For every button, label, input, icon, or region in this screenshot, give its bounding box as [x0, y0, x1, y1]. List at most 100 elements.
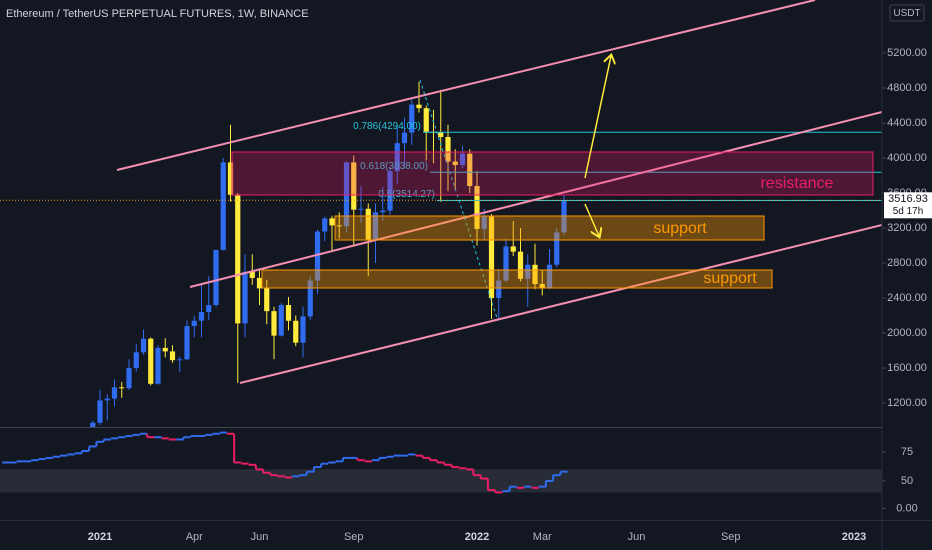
- candle-body: [445, 137, 451, 162]
- fib-label: 0.618(3838.00): [360, 161, 428, 172]
- candle-body: [169, 351, 176, 361]
- candle-body: [184, 326, 190, 360]
- trend-line: [116, 0, 816, 171]
- x-tick-label: 2022: [465, 531, 489, 543]
- arrow: [584, 203, 599, 236]
- y-tick-label: 3200.00: [887, 222, 927, 234]
- candle-body: [242, 271, 248, 324]
- candle-body: [358, 208, 364, 210]
- indicator-band: [0, 469, 882, 493]
- candle-body: [496, 280, 502, 299]
- candle-body: [198, 312, 205, 321]
- candle-body: [401, 132, 408, 144]
- candles: 0.786(4294.00)0.618(3838.00)0.5(3514.27): [0, 81, 882, 427]
- currency-box: [889, 4, 925, 22]
- candle-body: [220, 162, 226, 250]
- candle-body: [126, 368, 132, 389]
- candle-body: [314, 231, 321, 281]
- support-zone: [261, 269, 773, 289]
- indicator: [2, 431, 568, 494]
- candle-body: [104, 398, 110, 401]
- candle-body: [278, 305, 284, 336]
- under-layer: [0, 469, 882, 493]
- x-tick-label: Sep: [344, 531, 364, 543]
- x-tick-label: Apr: [186, 531, 203, 543]
- candle-body: [213, 249, 219, 306]
- x-tick-label: Jun: [628, 531, 646, 543]
- candle-body: [206, 305, 212, 313]
- candle-body: [162, 347, 168, 352]
- candle-body: [329, 218, 335, 226]
- candle-body: [155, 347, 161, 384]
- y-tick-label: 0.00: [896, 502, 917, 514]
- x-tick-label: Jun: [251, 531, 269, 543]
- fib-label: 0.786(4294.00): [353, 121, 421, 132]
- candle-body: [510, 246, 516, 252]
- candle-body: [90, 422, 96, 427]
- candle-body: [517, 251, 524, 279]
- arrow: [584, 56, 611, 179]
- y-tick-label: 4800.00: [887, 82, 927, 94]
- candle-body: [336, 225, 342, 227]
- candle-body: [227, 162, 234, 195]
- over-layer: 1200.00 1600.00 2000.00 2400.00 2800.00 3200.…: [88, 47, 932, 543]
- candle-body: [256, 277, 263, 289]
- candle-body: [249, 271, 255, 278]
- candle-body: [409, 104, 415, 133]
- y-tick-label: 2000.00: [887, 327, 927, 339]
- candle-body: [235, 194, 241, 324]
- support-zone: [334, 215, 765, 241]
- candle-body: [474, 186, 480, 229]
- candle-body: [119, 387, 125, 389]
- countdown: 5d 17h: [893, 206, 924, 217]
- candle-body: [452, 161, 458, 166]
- candle-body: [467, 153, 473, 187]
- y-tick-label: 4000.00: [887, 152, 927, 164]
- candle-body: [459, 153, 466, 166]
- zone-label: support: [703, 270, 757, 287]
- zone-label: resistance: [761, 175, 834, 192]
- chart-title: Ethereum / TetherUS PERPETUAL FUTURES, 1…: [6, 8, 309, 20]
- candle-body: [423, 108, 429, 132]
- y-tick-label: 5200.00: [887, 47, 927, 59]
- candle-body: [97, 400, 103, 423]
- y-tick-label: 4400.00: [887, 117, 927, 129]
- candle-body: [322, 218, 328, 232]
- x-tick-label: Mar: [533, 531, 552, 543]
- candle-body: [387, 171, 393, 211]
- candle-body: [438, 132, 444, 138]
- x-tick-label: 2021: [88, 531, 112, 543]
- trend-line: [239, 224, 882, 384]
- candle-body: [264, 288, 270, 312]
- candle-body: [365, 208, 371, 240]
- candle-body: [140, 338, 147, 353]
- candle-body: [285, 305, 292, 321]
- candle-body: [539, 284, 545, 288]
- candle-body: [546, 264, 553, 288]
- zone-label: support: [653, 220, 707, 237]
- candle-body: [380, 210, 386, 213]
- candle-body: [191, 320, 197, 327]
- x-tick-label: 2023: [842, 531, 866, 543]
- last-price-label: 3516.93: [888, 193, 928, 205]
- currency: USDT: [893, 8, 920, 19]
- candle-body: [307, 280, 313, 317]
- candle-body: [351, 162, 357, 210]
- last-price-box: [884, 192, 932, 219]
- y-tick-label: 2400.00: [887, 292, 927, 304]
- y-tick-label: 75: [901, 446, 913, 458]
- candle-body: [416, 104, 422, 109]
- y-tick-label: 2800.00: [887, 257, 927, 269]
- y-tick-label: 50: [901, 475, 913, 487]
- candle-body: [525, 264, 531, 279]
- y-tick-label: 1600.00: [887, 362, 927, 374]
- x-tick-label: Sep: [721, 531, 741, 543]
- candle-body: [271, 311, 277, 336]
- y-tick-label: 1200.00: [887, 397, 927, 409]
- candle-body: [293, 320, 299, 343]
- resistance-zone: [231, 151, 874, 196]
- candle-body: [343, 162, 350, 227]
